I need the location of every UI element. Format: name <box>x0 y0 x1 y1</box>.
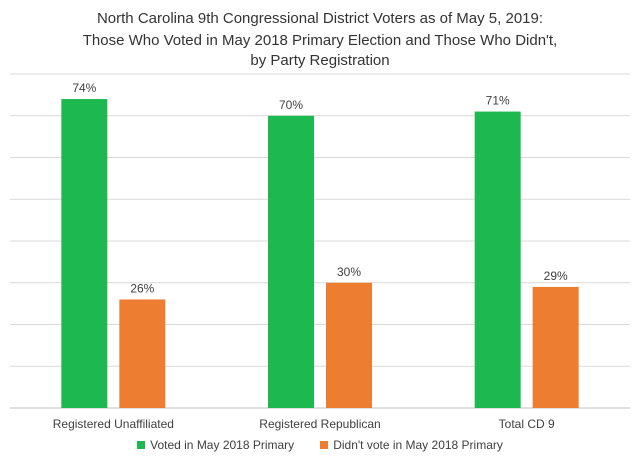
legend-label-didnt-vote: Didn't vote in May 2018 Primary <box>333 438 503 452</box>
data-label-voted-2: 71% <box>486 94 510 108</box>
legend-label-voted: Voted in May 2018 Primary <box>150 438 295 452</box>
legend-item-didnt-vote: Didn't vote in May 2018 Primary <box>320 438 503 452</box>
data-label-didnt-vote-2: 29% <box>544 269 568 283</box>
data-label-didnt-vote-0: 26% <box>130 281 154 295</box>
legend-swatch-voted <box>137 441 146 449</box>
bar-didnt-vote-1 <box>326 282 372 408</box>
bar-didnt-vote-2 <box>532 286 579 408</box>
bar-didnt-vote-0 <box>119 299 166 408</box>
category-label-0: Registered Unaffiliated <box>53 417 174 431</box>
data-label-voted-0: 74% <box>72 81 96 95</box>
chart-title-line-1: North Carolina 9th Congressional Distric… <box>96 10 544 27</box>
bar-voted-2 <box>474 111 521 408</box>
chart-title-line-2: Those Who Voted in May 2018 Primary Elec… <box>82 32 558 49</box>
legend-item-voted: Voted in May 2018 Primary <box>137 438 294 452</box>
legend-swatch-didnt-vote <box>320 441 329 449</box>
bar-voted-1 <box>268 115 314 408</box>
category-label-2: Total CD 9 <box>499 417 555 431</box>
legend: Voted in May 2018 Primary Didn't vote in… <box>0 438 640 452</box>
data-label-didnt-vote-1: 30% <box>337 265 361 279</box>
bar-voted-0 <box>61 99 108 409</box>
data-label-voted-1: 70% <box>279 98 303 112</box>
category-label-1: Registered Republican <box>259 417 380 431</box>
chart-title-line-3: by Party Registration <box>250 52 390 69</box>
